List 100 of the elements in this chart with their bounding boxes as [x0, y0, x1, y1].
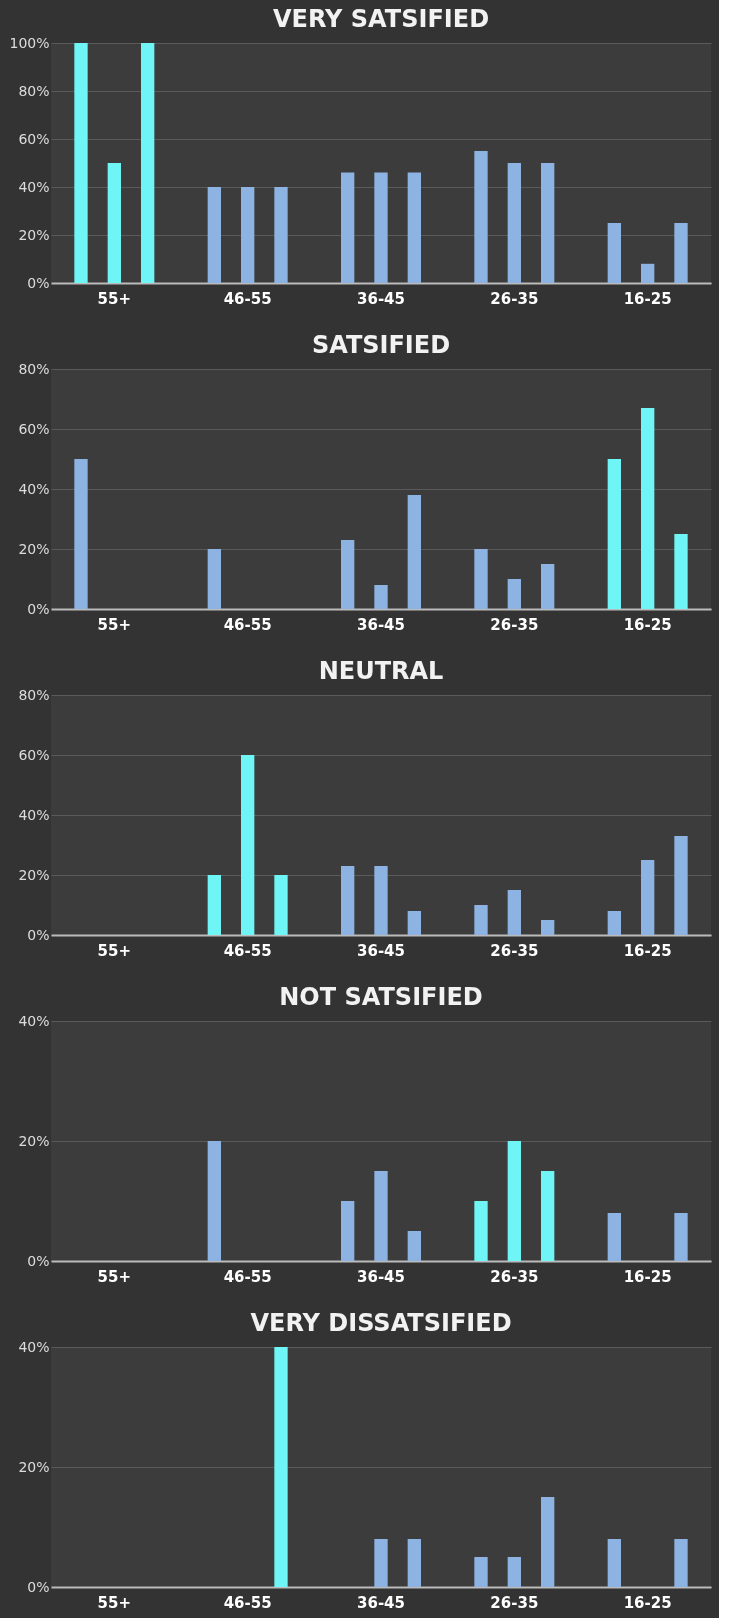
- bar: [374, 866, 388, 935]
- x-tick-label: 16-25: [623, 615, 672, 634]
- bar: [207, 875, 221, 935]
- bar: [474, 549, 488, 609]
- bar: [407, 1231, 421, 1261]
- y-tick-label: 20%: [18, 540, 50, 557]
- y-tick-label: 20%: [18, 1132, 50, 1149]
- bar: [241, 755, 255, 935]
- x-tick-label: 26-35: [490, 941, 539, 960]
- x-tick-label: 16-25: [623, 1593, 672, 1612]
- x-tick-label: 26-35: [490, 1593, 539, 1612]
- bar: [207, 187, 221, 283]
- y-tick-label: 40%: [18, 1012, 50, 1029]
- bar: [641, 860, 655, 935]
- bar: [407, 911, 421, 935]
- x-tick-label: 46-55: [223, 289, 272, 308]
- x-tick-label: 36-45: [357, 289, 405, 308]
- bar: [507, 1141, 521, 1261]
- y-tick-label: 80%: [18, 686, 50, 703]
- bar: [474, 1557, 488, 1587]
- x-tick-label: 26-35: [490, 1267, 539, 1286]
- x-tick-label: 36-45: [357, 615, 405, 634]
- y-tick-label: 20%: [18, 1458, 50, 1475]
- bar: [607, 911, 621, 935]
- y-tick-label: 40%: [18, 178, 50, 195]
- bar: [507, 890, 521, 935]
- y-tick-label: 80%: [18, 360, 50, 377]
- x-tick-label: 46-55: [223, 615, 272, 634]
- y-tick-label: 40%: [18, 480, 50, 497]
- bar: [541, 564, 555, 609]
- x-tick-label: 16-25: [623, 289, 672, 308]
- x-tick-label: 26-35: [490, 615, 539, 634]
- x-tick-label: 55+: [97, 941, 132, 960]
- bar: [407, 1539, 421, 1587]
- x-tick-label: 55+: [97, 289, 132, 308]
- bar: [674, 1539, 688, 1587]
- x-tick-label: 46-55: [223, 1267, 272, 1286]
- bar: [674, 534, 688, 609]
- bar: [207, 1141, 221, 1261]
- bar: [341, 540, 355, 609]
- bar: [641, 408, 655, 609]
- y-tick-label: 40%: [18, 1338, 50, 1355]
- x-tick-label: 36-45: [357, 1267, 405, 1286]
- x-tick-label: 16-25: [623, 941, 672, 960]
- bar: [674, 223, 688, 283]
- bar: [541, 1497, 555, 1587]
- bar: [607, 1213, 621, 1261]
- bar: [541, 920, 555, 935]
- bar: [507, 163, 521, 283]
- y-tick-label: 40%: [18, 806, 50, 823]
- bar: [74, 43, 88, 283]
- bar: [141, 43, 155, 283]
- bar: [341, 172, 355, 283]
- x-tick-label: 46-55: [223, 941, 272, 960]
- chart-title: NOT SATSIFIED: [279, 983, 483, 1011]
- x-tick-label: 26-35: [490, 289, 539, 308]
- bar: [507, 1557, 521, 1587]
- bar: [607, 223, 621, 283]
- bar: [607, 459, 621, 609]
- chart-title: VERY DISSATSIFIED: [250, 1309, 512, 1337]
- bar: [74, 459, 88, 609]
- x-tick-label: 46-55: [223, 1593, 272, 1612]
- x-tick-label: 55+: [97, 615, 132, 634]
- x-tick-label: 55+: [97, 1593, 132, 1612]
- bar: [674, 1213, 688, 1261]
- bar: [474, 151, 488, 283]
- bar: [274, 1347, 288, 1587]
- x-tick-label: 16-25: [623, 1267, 672, 1286]
- y-tick-label: 80%: [18, 82, 50, 99]
- bar: [274, 187, 288, 283]
- bar: [341, 866, 355, 935]
- y-tick-label: 0%: [27, 1578, 50, 1595]
- y-tick-label: 60%: [18, 420, 50, 437]
- bar: [341, 1201, 355, 1261]
- y-tick-label: 60%: [18, 746, 50, 763]
- chart-title: VERY SATSIFIED: [272, 5, 490, 33]
- x-tick-label: 36-45: [357, 941, 405, 960]
- y-tick-label: 0%: [27, 274, 50, 291]
- y-tick-label: 0%: [27, 926, 50, 943]
- chart-title: NEUTRAL: [318, 657, 444, 685]
- bar: [674, 836, 688, 935]
- y-tick-label: 60%: [18, 130, 50, 147]
- bar: [374, 1539, 388, 1587]
- y-tick-label: 20%: [18, 866, 50, 883]
- bar: [407, 495, 421, 609]
- bar: [107, 163, 121, 283]
- bar: [207, 549, 221, 609]
- y-tick-label: 0%: [27, 1252, 50, 1269]
- y-tick-label: 20%: [18, 226, 50, 243]
- bar: [374, 585, 388, 609]
- y-tick-label: 0%: [27, 600, 50, 617]
- bar: [407, 172, 421, 283]
- bar: [274, 875, 288, 935]
- x-tick-label: 36-45: [357, 1593, 405, 1612]
- bar: [507, 579, 521, 609]
- chart-title: SATSIFIED: [311, 331, 451, 359]
- bar: [607, 1539, 621, 1587]
- x-tick-label: 55+: [97, 1267, 132, 1286]
- bar: [541, 163, 555, 283]
- bar: [374, 172, 388, 283]
